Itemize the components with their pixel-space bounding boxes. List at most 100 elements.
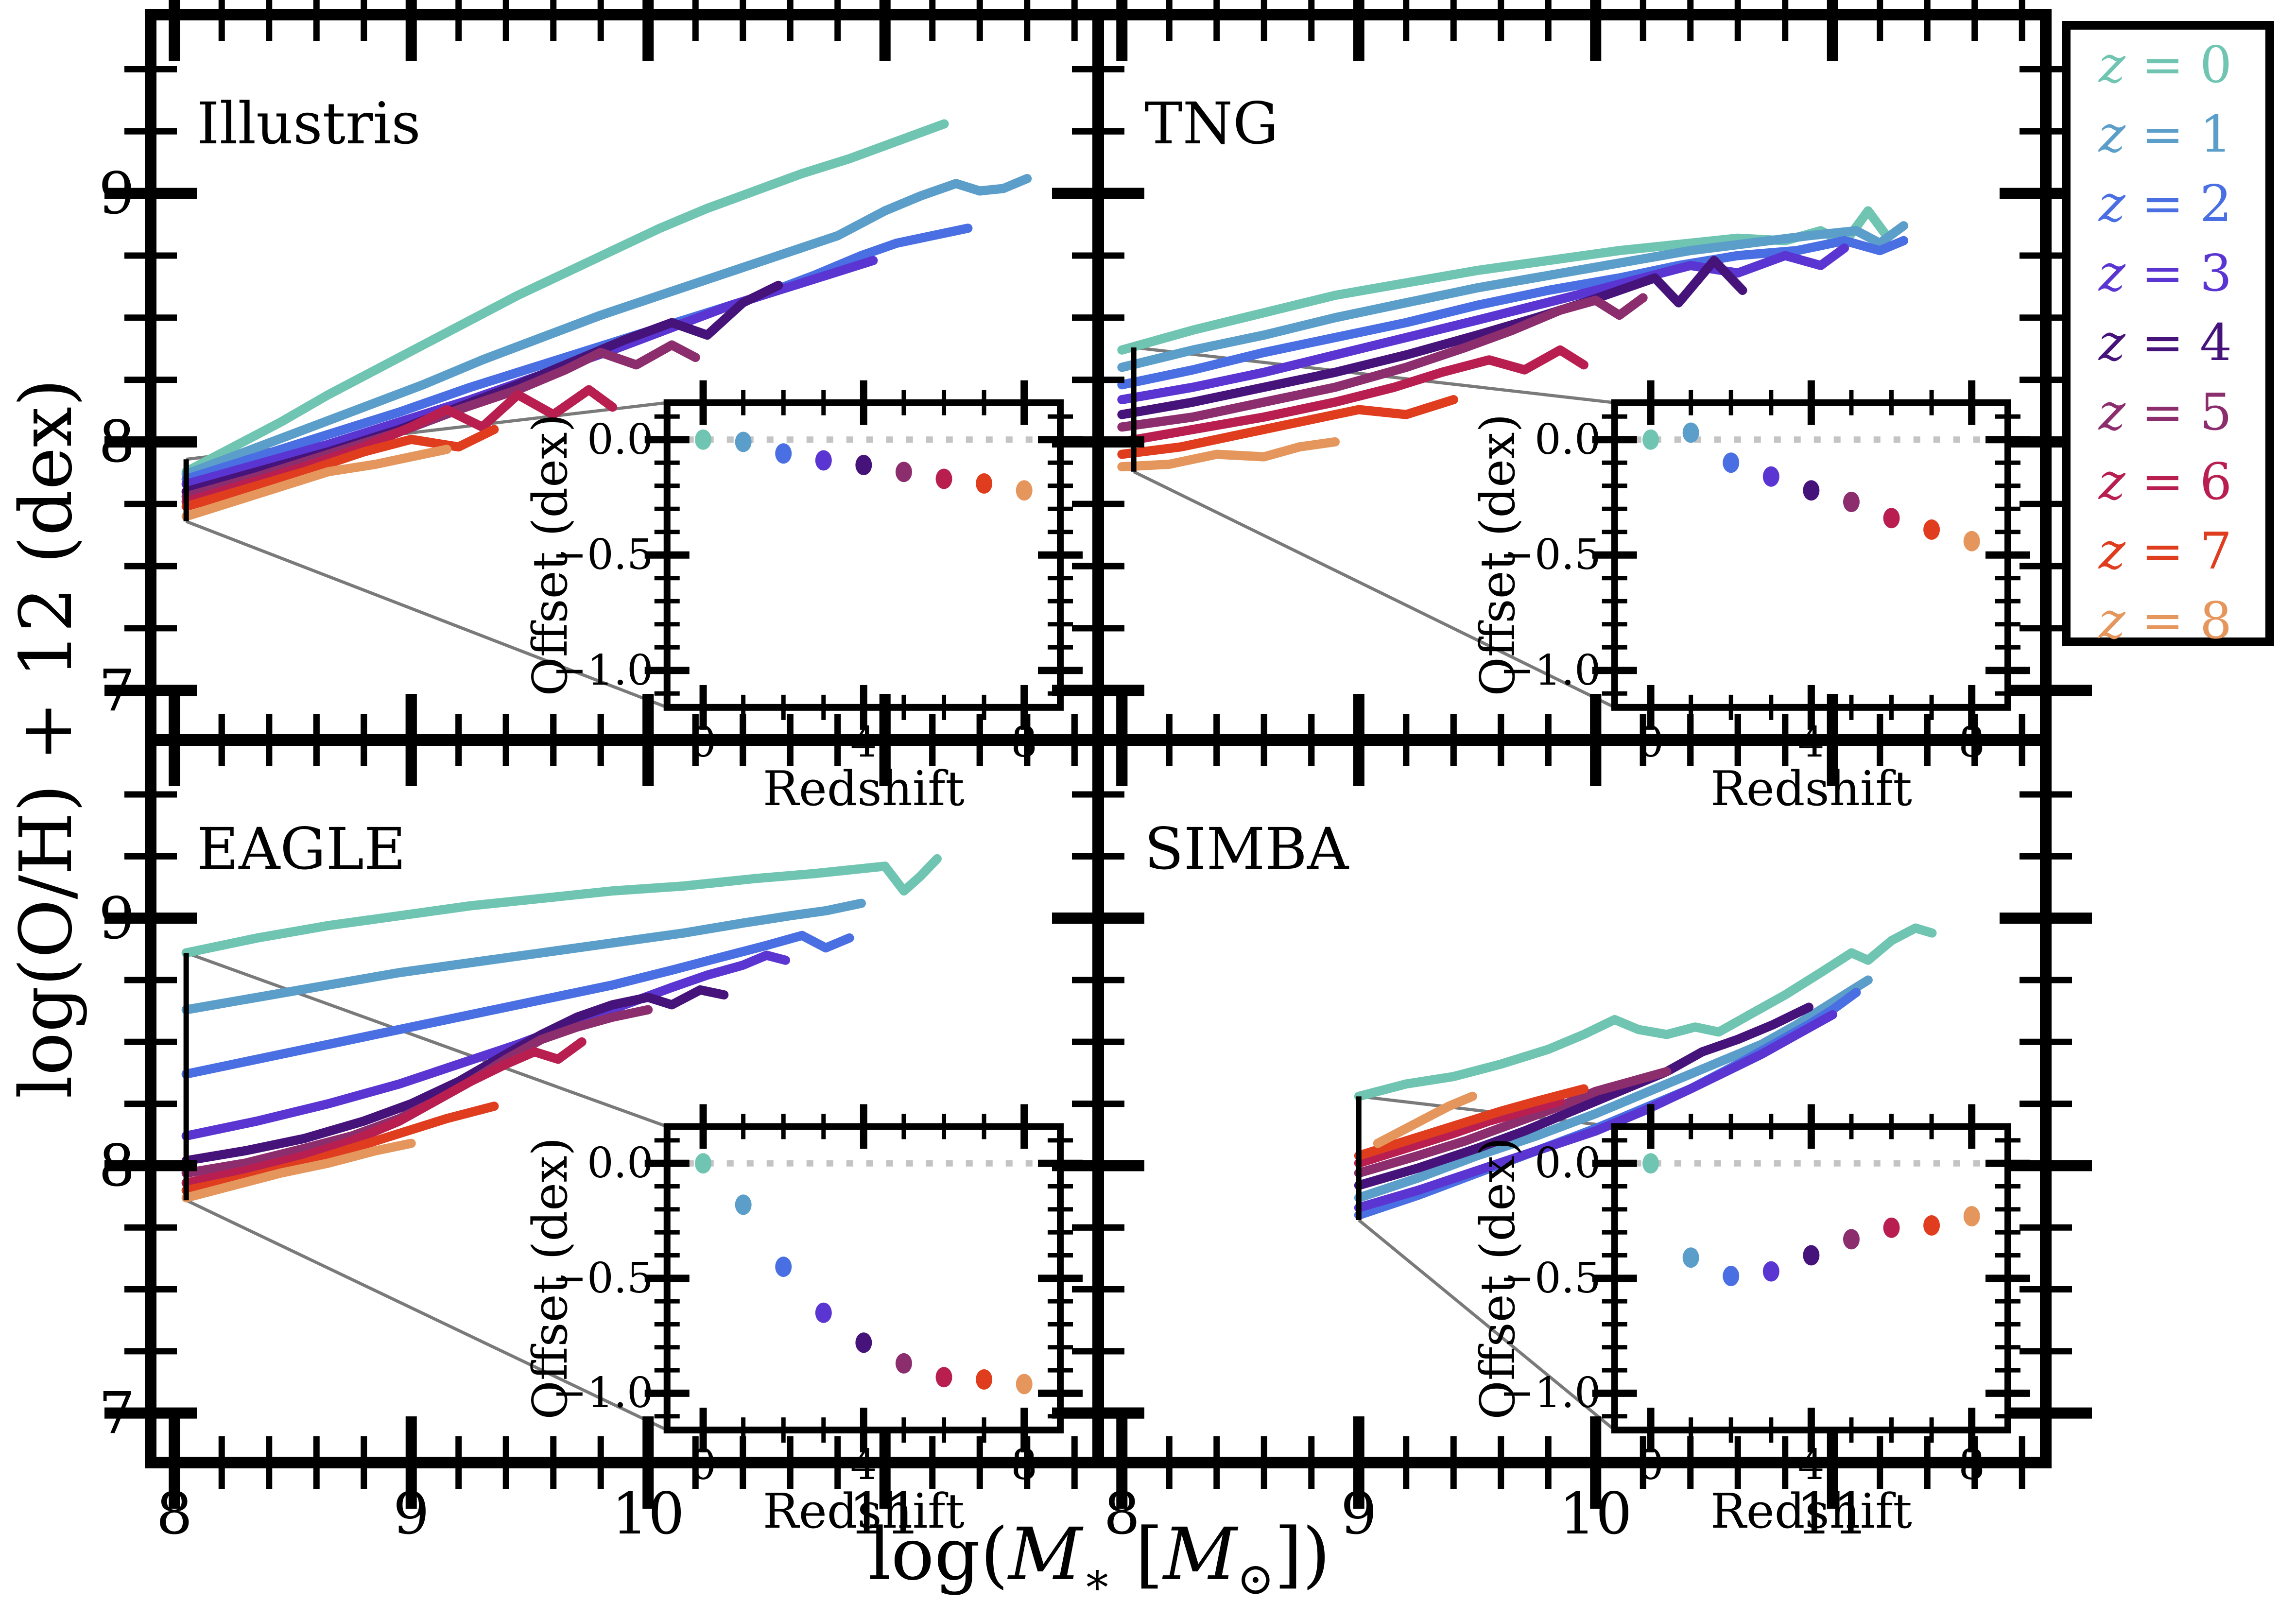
- series-line-z8: [181, 1138, 416, 1203]
- legend-z-value: = 7: [2125, 521, 2232, 581]
- inset-y-tick-label: 0.0: [587, 1139, 654, 1188]
- x-axis-label: log(M∗ [M⊙]): [868, 1518, 1330, 1601]
- legend-entry-z4: z = 4: [2099, 317, 2232, 368]
- inset-y-axis-label: Offset (dex): [522, 1137, 578, 1420]
- series-line-z5: [181, 340, 700, 501]
- inset-y-tick-label: 0.0: [1534, 415, 1601, 464]
- legend-z-value: = 1: [2125, 104, 2232, 164]
- inset-y-tick-label: −0.5: [552, 531, 654, 580]
- inset-y-tick-label: −0.5: [552, 1254, 654, 1303]
- inset-point-z1: [735, 1194, 752, 1215]
- inset-point-z5: [895, 462, 912, 482]
- series-line-z2: [181, 930, 854, 1079]
- inset-y-tick-label: −1.0: [1499, 646, 1601, 695]
- inset-x-tick-label: 0: [690, 718, 717, 767]
- inset-x-tick-label: 0: [690, 1441, 717, 1490]
- legend-z-symbol: z: [2099, 451, 2125, 511]
- panel-title-tng: TNG: [1144, 90, 1279, 157]
- series-line-z6: [1354, 1097, 1565, 1168]
- series-line-z1: [181, 174, 1032, 479]
- inset-point-z2: [775, 1257, 792, 1277]
- y-tick-label: 7: [98, 1379, 135, 1447]
- legend-entry-z0: z = 0: [2099, 39, 2232, 90]
- series-line-z3: [1117, 243, 1849, 404]
- x-tick-label: 9: [1340, 1480, 1377, 1547]
- panel-simba: [1052, 694, 2092, 1509]
- inset-point-z8: [1963, 1206, 1980, 1227]
- inset-point-z8: [1016, 1374, 1033, 1395]
- inset-y-axis-label: Offset (dex): [1470, 1137, 1526, 1420]
- zoom-connector-bottom: [185, 1199, 668, 1432]
- y-tick-label: 8: [98, 1132, 135, 1199]
- panel-title-eagle: EAGLE: [197, 815, 406, 882]
- inset-y-axis-label: Offset (dex): [1470, 413, 1526, 696]
- inset-point-z2: [775, 443, 792, 464]
- legend-z-symbol: z: [2099, 312, 2125, 372]
- inset-background: [1614, 402, 2008, 707]
- legend-entry-z6: z = 6: [2099, 456, 2232, 507]
- series-line-z1: [181, 898, 866, 1015]
- panel-eagle: [104, 694, 1144, 1509]
- inset-point-z7: [976, 473, 993, 494]
- x-tick-label: 8: [1104, 1480, 1140, 1547]
- inset-y-tick-label: −0.5: [1499, 1254, 1601, 1303]
- inset-x-tick-label: 4: [1798, 718, 1825, 767]
- zoom-connector-bottom: [1133, 470, 1616, 709]
- series-line-z8: [1373, 1091, 1477, 1148]
- inset-tng: [1592, 380, 2030, 730]
- series-line-z1: [1117, 221, 1908, 372]
- x-axis-label-part: M: [1008, 1512, 1082, 1596]
- legend-entry-z7: z = 7: [2099, 526, 2232, 576]
- inset-point-z5: [895, 1353, 912, 1374]
- inset-x-tick-label: 4: [1798, 1441, 1825, 1490]
- inset-background: [1614, 1126, 2008, 1430]
- inset-border: [1611, 1123, 2011, 1434]
- series-line-z6: [1117, 345, 1588, 447]
- inset-point-z6: [1883, 1217, 1900, 1238]
- series-line-z6: [181, 1037, 587, 1188]
- inset-point-z3: [1762, 466, 1779, 487]
- inset-point-z7: [976, 1369, 993, 1390]
- inset-point-z3: [1762, 1261, 1779, 1282]
- inset-point-z0: [695, 429, 712, 450]
- inset-y-tick-label: 0.0: [587, 415, 654, 464]
- inset-x-tick-label: 8: [1011, 1441, 1038, 1490]
- inset-point-z4: [855, 455, 872, 476]
- inset-point-z1: [1682, 1247, 1699, 1268]
- legend-z-symbol: z: [2099, 521, 2125, 581]
- y-tick-label: 8: [98, 408, 135, 476]
- legend-z-value: = 8: [2125, 590, 2232, 650]
- series-line-z0: [1354, 923, 1937, 1101]
- inset-x-tick-label: 8: [1958, 718, 1985, 767]
- x-axis-label-part: [: [1112, 1512, 1163, 1596]
- inset-point-z4: [1803, 480, 1820, 501]
- inset-point-z8: [1963, 531, 1980, 551]
- legend-z-value: = 2: [2125, 173, 2232, 233]
- inset-point-z6: [935, 468, 952, 489]
- inset-point-z2: [1723, 1266, 1740, 1287]
- zoom-connector-bottom: [185, 520, 668, 709]
- zoom-connector-bottom: [1358, 1219, 1616, 1431]
- y-axis-label: log(O/H) + 12 (dex): [4, 379, 88, 1099]
- series-line-z8: [181, 445, 451, 521]
- x-axis-label-part: ]): [1274, 1512, 1330, 1596]
- x-axis-label-part: ⊙: [1237, 1552, 1275, 1605]
- inset-point-z6: [935, 1367, 952, 1388]
- inset-x-tick-label: 8: [1011, 718, 1038, 767]
- x-tick-label: 9: [393, 1480, 430, 1547]
- inset-x-axis-label: Redshift: [762, 761, 965, 817]
- inset-x-axis-label: Redshift: [1710, 1484, 1912, 1540]
- legend-z-symbol: z: [2099, 104, 2125, 164]
- inset-y-tick-label: −1.0: [1499, 1369, 1601, 1418]
- inset-x-axis-label: Redshift: [762, 1484, 965, 1540]
- series-line-z4: [1354, 1002, 1813, 1190]
- legend-z-value: = 4: [2125, 312, 2232, 372]
- legend-z-symbol: z: [2099, 173, 2125, 233]
- series-line-z0: [181, 854, 942, 958]
- legend-entry-z8: z = 8: [2099, 595, 2232, 646]
- x-tick-label: 10: [1559, 1480, 1632, 1547]
- legend-entry-z3: z = 3: [2099, 248, 2232, 298]
